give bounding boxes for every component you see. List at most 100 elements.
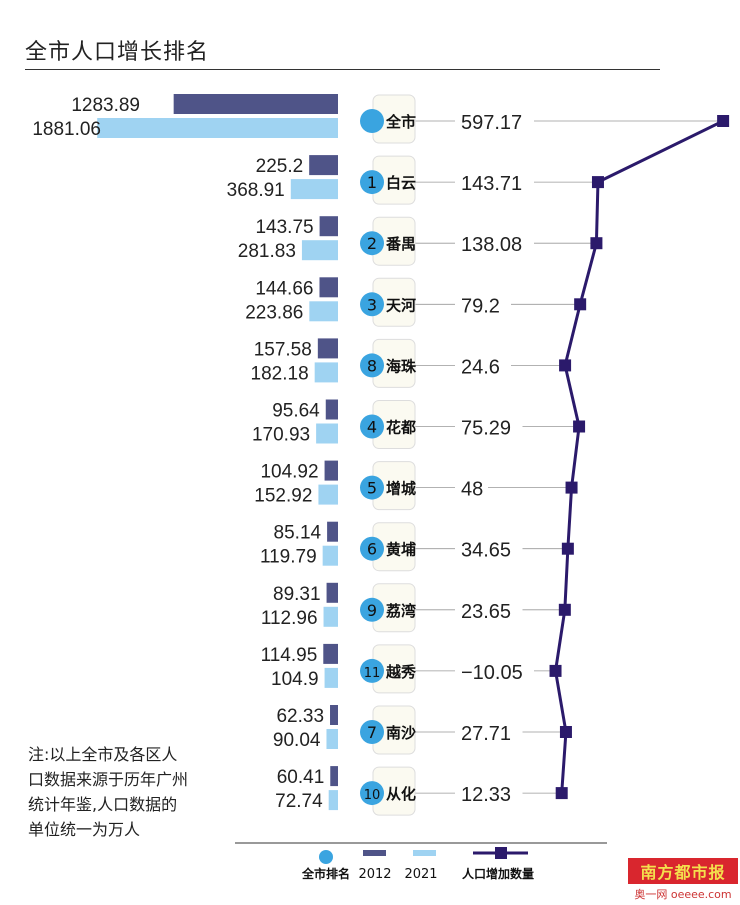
increase-point: [559, 726, 572, 738]
legend-2012: 2012: [358, 867, 391, 882]
increase-point: [561, 542, 574, 555]
label-bg: [455, 109, 534, 133]
increase-label: 27.71: [461, 723, 511, 745]
district-name: 全市: [385, 113, 416, 131]
increase-point: [558, 603, 571, 616]
bar-2021-label: 90.04: [273, 730, 321, 751]
bar-2012: [317, 338, 338, 359]
bar-2012: [319, 277, 338, 298]
increase-label: 24.6: [461, 356, 500, 378]
bar-2021: [314, 362, 338, 383]
bar-2012: [319, 216, 338, 237]
increase-point: [555, 787, 568, 800]
district-name: 天河: [386, 296, 416, 314]
increase-point: [559, 359, 572, 372]
bar-2021-label: 119.79: [260, 547, 317, 568]
label-bg: [455, 414, 523, 439]
legend-circle: [319, 850, 333, 864]
rank-number: 6: [367, 540, 377, 559]
logo-sub: 奥一网 oeeee.com: [634, 888, 732, 901]
bar-2012: [324, 460, 338, 481]
bar-2012: [325, 399, 338, 420]
district-name: 南沙: [386, 724, 416, 742]
legend-bar-2021: [413, 850, 436, 856]
district-name: 白云: [386, 174, 416, 192]
bar-2021: [318, 484, 338, 505]
district-name: 黄埔: [386, 541, 416, 559]
legend-line-marker: [495, 847, 507, 859]
rank-circle: [360, 109, 384, 133]
label-bg: [455, 597, 523, 622]
rank-number: 1: [367, 173, 377, 192]
rank-circle: [360, 781, 384, 806]
publisher-logo: 南方都市报 奥一网 oeeee.com: [628, 858, 738, 902]
rank-circle: [360, 658, 384, 683]
bar-2021-label: 152.92: [254, 486, 312, 507]
increase-point: [573, 420, 586, 433]
rank-number: 5: [367, 479, 377, 498]
district-name: 荔湾: [386, 602, 416, 620]
bar-2021-label: 182.18: [251, 363, 309, 384]
district-name: 番禺: [385, 235, 416, 253]
bar-2021: [328, 790, 338, 811]
label-bg: [455, 658, 534, 683]
bar-2021: [309, 301, 338, 322]
legend-increase: 人口增加数量: [462, 866, 534, 881]
bar-2012-label: 104.92: [260, 462, 318, 483]
bar-2012-label: 95.64: [272, 401, 320, 422]
rank-circle: [360, 170, 384, 195]
bar-2021-label: 112.96: [261, 608, 318, 629]
rank-number: 7: [367, 723, 377, 742]
rank-circle: [360, 292, 384, 317]
increase-label: 48: [461, 479, 483, 501]
rank-number: 3: [367, 295, 377, 314]
increase-point: [574, 298, 587, 311]
bar-2012: [326, 582, 338, 603]
increase-point: [717, 115, 730, 127]
bar-2012-label: 89.31: [273, 584, 321, 605]
rank-circle: [360, 720, 384, 744]
bar-2012-label: 1283.89: [71, 95, 140, 116]
bar-2021-label: 170.93: [252, 425, 310, 446]
label-bg: [455, 781, 523, 806]
bar-2012: [323, 643, 338, 664]
logo-name: 南方都市报: [628, 858, 738, 884]
increase-line: [554, 119, 724, 794]
bar-2012: [309, 155, 338, 176]
label-bg: [455, 231, 534, 256]
bar-2021-label: 368.91: [227, 180, 285, 201]
bar-2012: [173, 94, 338, 114]
increase-label: 23.65: [461, 601, 511, 623]
increase-label: 75.29: [461, 418, 511, 440]
source-note: 注:以上全市及各区人口数据来源于历年广州统计年鉴,人口数据的单位统一为万人: [28, 745, 189, 839]
title-divider: [25, 69, 660, 70]
legend-rank: 全市排名: [301, 866, 350, 881]
increase-label: 143.71: [461, 173, 522, 195]
rank-circle: [360, 231, 384, 256]
rank-number: 9: [367, 601, 377, 620]
bar-2021-label: 223.86: [245, 302, 303, 323]
bar-2012: [330, 766, 338, 787]
bar-2012: [327, 521, 338, 542]
label-bg: [455, 475, 488, 500]
bar-2021: [324, 667, 338, 688]
rank-circle: [360, 475, 384, 500]
bar-2012-label: 143.75: [255, 217, 313, 238]
increase-label: −10.05: [461, 662, 523, 684]
rank-circle: [360, 414, 384, 439]
label-bg: [455, 292, 511, 317]
rank-circle: [360, 597, 384, 622]
bar-2021-label: 281.83: [238, 241, 296, 262]
increase-label: 79.2: [461, 295, 500, 317]
bar-2012-label: 85.14: [274, 523, 322, 544]
bar-2021: [301, 240, 338, 261]
bar-2012-label: 225.2: [256, 156, 304, 177]
rank-circle: [360, 536, 384, 561]
bar-2012-label: 60.41: [277, 767, 325, 788]
bar-2012-label: 114.95: [261, 645, 318, 666]
bar-2021-label: 1881.06: [32, 119, 101, 140]
increase-point: [590, 237, 603, 250]
rank-circle: [360, 353, 384, 378]
increase-point: [565, 481, 578, 494]
